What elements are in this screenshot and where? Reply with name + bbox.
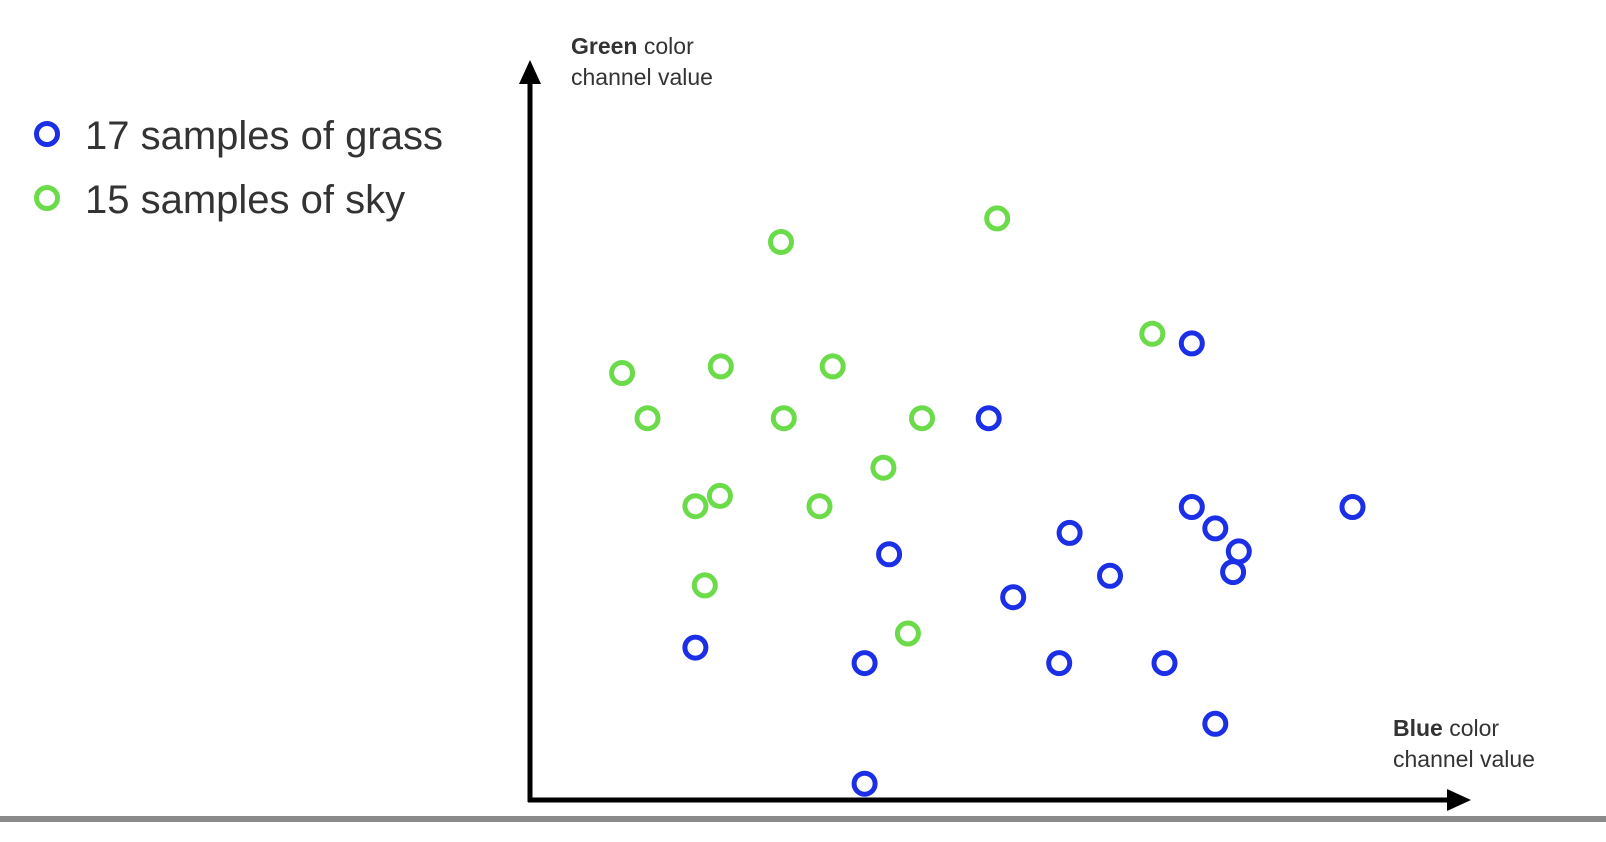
point-grass-14 [1046, 650, 1073, 677]
x-axis-title-rest: color [1443, 715, 1500, 741]
y-axis-title-line1: Green color [571, 33, 694, 59]
point-grass-11 [1000, 584, 1027, 611]
legend: 17 samples of grass 15 samples of sky [34, 114, 443, 222]
point-sky-6 [819, 353, 846, 380]
point-sky-4 [609, 360, 636, 386]
point-sky-3 [1139, 320, 1166, 347]
data-points [609, 205, 1366, 797]
point-grass-7 [1225, 538, 1252, 565]
bottom-rule [0, 816, 1606, 822]
y-axis-title-rest: color [637, 33, 694, 59]
axes [519, 60, 1471, 811]
point-grass-16 [1202, 710, 1229, 737]
point-sky-12 [706, 482, 733, 509]
point-sky-11 [682, 493, 709, 520]
legend-item-grass: 17 samples of grass [34, 114, 443, 158]
x-axis-title-line2: channel value [1393, 746, 1535, 772]
legend-label-sky: 15 samples of sky [85, 178, 405, 222]
point-sky-13 [806, 493, 833, 520]
point-grass-8 [1097, 562, 1123, 589]
legend-item-sky: 15 samples of sky [34, 178, 405, 222]
point-sky-14 [691, 572, 718, 599]
y-axis-title: Green color channel value [571, 33, 713, 90]
point-sky-5 [707, 353, 734, 380]
point-grass-1 [1178, 330, 1205, 357]
point-grass-2 [975, 405, 1002, 432]
y-axis-title-bold: Green [571, 33, 637, 59]
x-axis-title-bold: Blue [1393, 715, 1443, 741]
point-grass-3 [1178, 494, 1205, 520]
point-grass-12 [682, 634, 709, 661]
x-axis-title-line1: Blue color [1393, 715, 1499, 741]
point-sky-1 [984, 205, 1011, 232]
legend-marker-sky [34, 185, 60, 211]
legend-marker-grass [34, 121, 60, 147]
point-grass-10 [876, 541, 903, 568]
point-grass-15 [1151, 650, 1178, 677]
point-sky-2 [768, 229, 794, 255]
point-sky-15 [894, 620, 921, 647]
point-sky-7 [634, 405, 661, 432]
point-grass-9 [1220, 559, 1247, 586]
point-grass-17 [851, 770, 878, 797]
point-sky-8 [770, 405, 797, 432]
point-grass-6 [1056, 519, 1083, 546]
point-grass-4 [1202, 515, 1229, 542]
legend-label-grass: 17 samples of grass [85, 114, 443, 158]
x-axis-title: Blue color channel value [1393, 715, 1535, 772]
y-axis-arrowhead [519, 60, 541, 84]
y-axis-title-line2: channel value [571, 64, 713, 90]
point-grass-5 [1339, 494, 1366, 520]
point-grass-13 [851, 650, 878, 677]
x-axis-arrowhead [1447, 789, 1471, 811]
point-sky-10 [870, 454, 897, 481]
point-sky-9 [909, 405, 935, 432]
